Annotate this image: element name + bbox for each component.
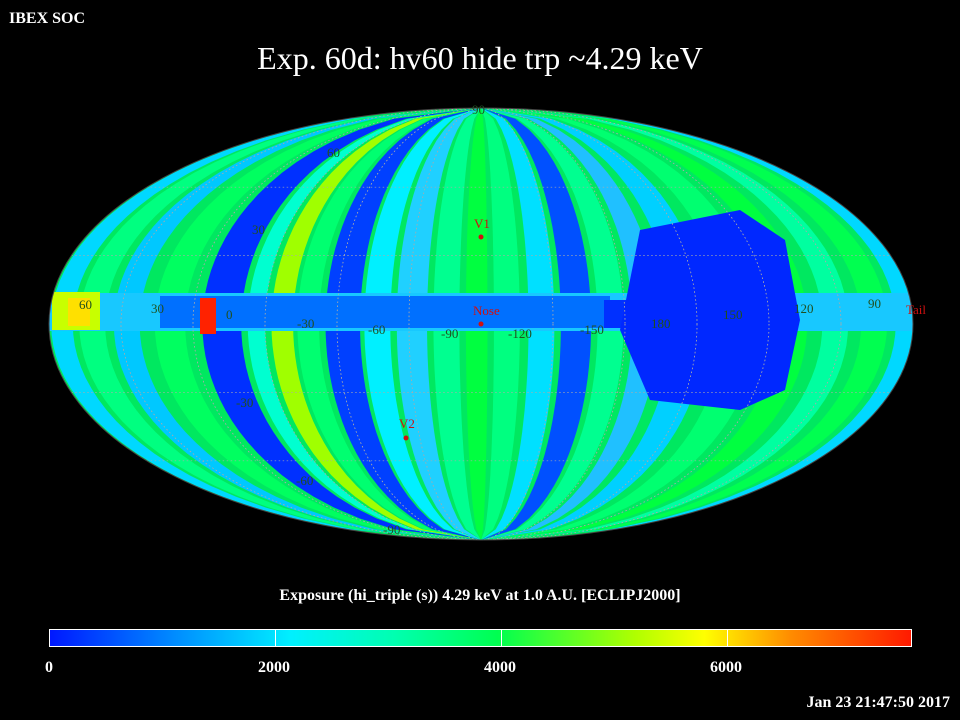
marker-tail-label: Tail xyxy=(906,302,926,317)
meridian-line xyxy=(120,108,842,540)
lat-label: 30 xyxy=(252,222,265,237)
lon-label: 60 xyxy=(79,297,92,312)
lon-label: 0 xyxy=(226,307,233,322)
map-outline xyxy=(48,107,914,541)
colorbar-tick-label: 6000 xyxy=(710,659,742,676)
exposure-band xyxy=(481,108,592,540)
marker-v1: V1 xyxy=(474,216,490,240)
colorbar-tick-label: 4000 xyxy=(484,659,516,676)
exposure-band xyxy=(481,108,624,540)
lon-label: 30 xyxy=(151,301,164,316)
low-exposure-region xyxy=(620,210,800,410)
lat-label: 90 xyxy=(472,102,485,117)
exposure-band xyxy=(325,108,481,540)
marker-dot xyxy=(478,321,484,327)
lon-label: -120 xyxy=(508,326,532,341)
lat-label: -30 xyxy=(236,395,253,410)
lon-label: -90 xyxy=(441,326,458,341)
org-label: IBEX SOC xyxy=(9,10,86,27)
lat-label: -60 xyxy=(296,473,313,488)
colorbar-title: Exposure (hi_triple (s)) 4.29 keV at 1.0… xyxy=(279,587,681,604)
marker-nose: Nose xyxy=(473,303,500,327)
meridian-line xyxy=(264,108,698,540)
marker-dot xyxy=(403,435,409,441)
lat-label: -90 xyxy=(383,522,400,537)
lat-label: 60 xyxy=(327,145,340,160)
timestamp: Jan 23 21:47:50 2017 xyxy=(806,694,950,711)
map-title: Exp. 60d: hv60 hide trp ~4.29 keV xyxy=(257,40,703,76)
colorbar-tick-label: 2000 xyxy=(258,659,290,676)
lon-label: -150 xyxy=(580,322,604,337)
grid-labels: 90 60 30 -30 -60 -90 60 30 0 -30 -60 -90… xyxy=(79,102,881,537)
ecliptic-band-low xyxy=(160,296,610,328)
lon-label: 150 xyxy=(723,307,743,322)
meridian-line xyxy=(408,108,554,540)
markers: V1 Nose V2 Tail xyxy=(399,216,926,441)
exposure-band xyxy=(396,108,481,540)
marker-dot xyxy=(478,234,484,240)
exposure-band xyxy=(481,108,659,540)
meridian-line xyxy=(192,108,770,540)
colorbar xyxy=(49,629,912,647)
colorbar-tick-label: 0 xyxy=(45,659,53,676)
lon-label: -30 xyxy=(297,316,314,331)
exposure-band xyxy=(364,108,481,540)
lon-label: 120 xyxy=(794,301,814,316)
exposure-band xyxy=(481,108,706,540)
lon-label: 180 xyxy=(651,316,671,331)
lon-label: 90 xyxy=(868,296,881,311)
lon-label: -60 xyxy=(368,322,385,337)
marker-label: V2 xyxy=(399,416,415,431)
max-exposure-pixel xyxy=(200,298,216,334)
exposure-band xyxy=(481,108,555,540)
marker-v2: V2 xyxy=(399,416,415,441)
exposure-band xyxy=(202,108,481,540)
marker-label: V1 xyxy=(474,216,490,231)
meridian-line xyxy=(336,108,626,540)
marker-label: Nose xyxy=(473,303,500,318)
